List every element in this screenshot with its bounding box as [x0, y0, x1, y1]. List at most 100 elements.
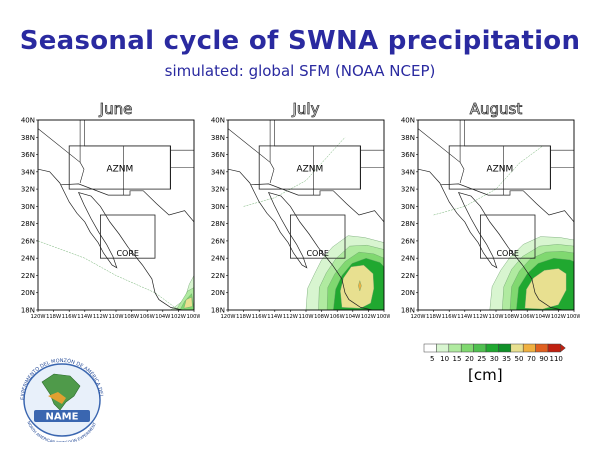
colorbar-swatch — [535, 343, 549, 353]
lon-tick-label: 110W — [488, 314, 503, 320]
faint-contour-line — [243, 137, 346, 207]
colorbar-swatch — [423, 343, 437, 353]
lat-tick-label: 20N — [401, 289, 415, 297]
lat-tick-label: 30N — [211, 203, 225, 211]
lat-tick-label: 34N — [401, 168, 415, 176]
lon-tick-label: 102W — [551, 314, 566, 320]
lon-tick-label: 112W — [93, 314, 108, 320]
state-boundary-4 — [418, 128, 461, 163]
aznm-region-box — [258, 145, 362, 190]
lat-tick-label: 34N — [21, 168, 35, 176]
aznm-label: AZNM — [296, 165, 323, 175]
lat-tick-label: 18N — [21, 307, 35, 315]
lon-tick-label: 110W — [108, 314, 123, 320]
colorbar-level-label: 35 — [502, 355, 511, 363]
lon-tick-label: 102W — [171, 314, 186, 320]
coastline — [228, 168, 373, 310]
lon-tick-label: 106W — [140, 314, 155, 320]
lon-tick-label: 100W — [186, 314, 200, 320]
lon-tick-label: 114W — [457, 314, 472, 320]
map-svg-august: August AZNM CORE 40N 38N 36N 34N 32N 30N 28N 26N 24… — [401, 100, 580, 320]
colorbar-swatch — [473, 343, 487, 353]
us-mexico-border — [60, 183, 194, 223]
colorbar-svg: 5 10 15 20 25 30 35 50 70 90 110 — [423, 343, 566, 363]
logo-monsoon-region-icon — [48, 392, 66, 404]
lon-tick-label: 112W — [473, 314, 488, 320]
core-region-box — [100, 214, 156, 259]
lon-tick-label: 106W — [520, 314, 535, 320]
state-boundary-4 — [228, 128, 271, 163]
lat-tick-label: 30N — [21, 203, 35, 211]
lon-tick-label: 120W — [30, 314, 45, 320]
lon-tick-label: 120W — [410, 314, 425, 320]
colorbar-level-label: 20 — [465, 355, 474, 363]
lon-tick-label: 118W — [426, 314, 441, 320]
map-panel-july: July AZNM CORE 40N 38N 36N 34N 32N 30N 28N 26N 24N 2… — [210, 100, 390, 325]
logo-name-text: NAME — [46, 412, 79, 423]
colorbar-level-label: 25 — [477, 355, 486, 363]
colorbar-swatch — [498, 343, 512, 353]
lat-tick-label: 26N — [21, 237, 35, 245]
map-panel-june: June AZNM CORE 40N 38N 36N 34N 32N 30N 28N 26N 24N 2… — [20, 100, 200, 325]
colorbar-swatch — [510, 343, 524, 353]
lat-tick-label: 30N — [401, 203, 415, 211]
lat-tick-label: 32N — [401, 186, 415, 194]
lat-tick-label: 28N — [211, 220, 225, 228]
month-label: June — [99, 100, 133, 118]
colorbar-level-label: 50 — [515, 355, 524, 363]
lat-tick-label: 40N — [211, 117, 225, 125]
core-label: CORE — [496, 249, 519, 258]
colorbar-level-label: 10 — [440, 355, 449, 363]
lat-tick-label: 20N — [21, 289, 35, 297]
lat-tick-label: 32N — [211, 186, 225, 194]
map-svg-june: June AZNM CORE 40N 38N 36N 34N 32N 30N 28N 26N 24N 2… — [21, 100, 200, 320]
core-region-box — [480, 214, 536, 259]
lat-tick-label: 28N — [21, 220, 35, 228]
aznm-label: AZNM — [486, 165, 513, 175]
lat-tick-label: 18N — [401, 307, 415, 315]
lat-tick-label: 34N — [211, 168, 225, 176]
colorbar-swatch — [522, 343, 536, 353]
colorbar-level-label: 90 — [539, 355, 548, 363]
lat-tick-label: 26N — [401, 237, 415, 245]
colorbar-level-label: 15 — [453, 355, 462, 363]
lon-tick-label: 116W — [442, 314, 457, 320]
colorbar-swatch — [460, 343, 474, 353]
state-boundary-0 — [459, 120, 465, 184]
lon-tick-label: 108W — [314, 314, 329, 320]
colorbar-level-label: 110 — [550, 355, 563, 363]
colorbar-swatch — [547, 343, 561, 353]
us-mexico-border — [440, 183, 574, 223]
colorbar-swatch — [436, 343, 450, 353]
logo-graphic: EXPERIMENTO DEL MONZÓN DE AMÉRICA DEL NO… — [14, 352, 104, 442]
map-svg-july: July AZNM CORE 40N 38N 36N 34N 32N 30N 28N 26N 24N 2… — [211, 100, 390, 320]
precip-contour-3 — [183, 296, 193, 309]
aznm-region-box — [448, 145, 552, 190]
lon-tick-label: 118W — [46, 314, 61, 320]
lat-tick-label: 38N — [21, 134, 35, 142]
lon-tick-label: 108W — [124, 314, 139, 320]
lon-tick-label: 100W — [566, 314, 580, 320]
colorbar-unit: [cm] — [468, 366, 503, 384]
core-label: CORE — [306, 249, 329, 258]
lat-tick-label: 36N — [401, 151, 415, 159]
name-logo: EXPERIMENTO DEL MONZÓN DE AMÉRICA DEL NO… — [14, 352, 110, 442]
lat-tick-label: 22N — [21, 272, 35, 280]
lon-tick-label: 116W — [252, 314, 267, 320]
lat-tick-label: 24N — [211, 255, 225, 263]
precip-contour-4 — [524, 268, 567, 310]
lat-tick-label: 38N — [211, 134, 225, 142]
colorbar-level-label: 5 — [430, 355, 434, 363]
lon-tick-label: 104W — [155, 314, 170, 320]
lon-tick-label: 102W — [361, 314, 376, 320]
faint-contour-line — [38, 240, 179, 310]
lon-tick-label: 114W — [267, 314, 282, 320]
lat-tick-label: 26N — [211, 237, 225, 245]
colorbar-level-label: 70 — [527, 355, 536, 363]
lon-tick-label: 112W — [283, 314, 298, 320]
lon-tick-label: 104W — [345, 314, 360, 320]
lat-tick-label: 22N — [211, 272, 225, 280]
lon-tick-label: 104W — [535, 314, 550, 320]
lat-tick-label: 38N — [401, 134, 415, 142]
precip-contour-5 — [358, 279, 362, 292]
